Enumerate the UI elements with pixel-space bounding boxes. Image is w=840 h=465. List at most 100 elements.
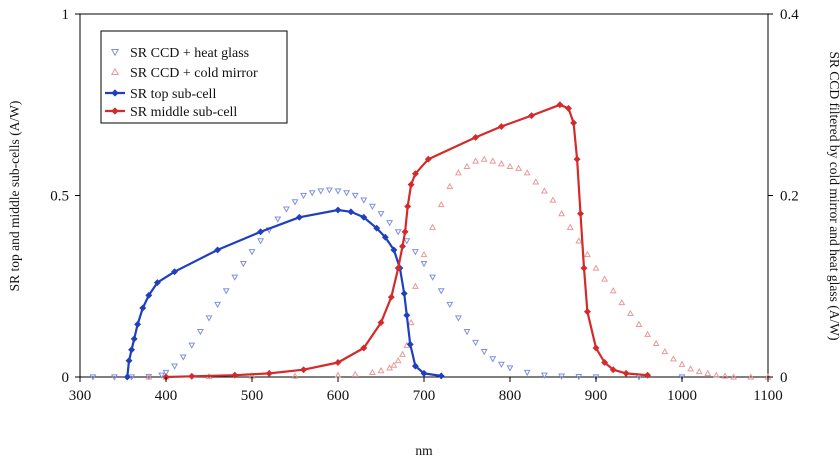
data-point	[652, 339, 660, 347]
data-point	[368, 203, 376, 211]
data-point	[360, 197, 368, 204]
legend: SR CCD + heat glass SR CCD + cold mirror S…	[100, 30, 288, 124]
data-point	[687, 365, 695, 372]
data-point	[730, 373, 738, 380]
data-point	[205, 315, 213, 322]
data-point	[110, 374, 118, 381]
data-point	[390, 361, 398, 368]
data-point	[407, 318, 415, 326]
y-right-tick-label: 0	[780, 370, 788, 386]
data-point	[343, 190, 351, 197]
legend-label: SR middle sub-cell	[130, 105, 237, 120]
data-point	[196, 329, 204, 336]
legend-label: SR CCD + heat glass	[130, 46, 249, 61]
legend-marker	[110, 67, 120, 76]
data-point	[334, 206, 342, 214]
data-point	[368, 368, 376, 376]
data-point	[134, 320, 142, 328]
data-point	[282, 206, 290, 213]
y-right-tick-label: 0.2	[780, 189, 799, 205]
data-point	[472, 339, 480, 347]
data-point	[222, 288, 230, 295]
legend-marker	[110, 48, 120, 57]
data-point	[580, 264, 588, 272]
data-point	[618, 298, 626, 306]
data-point	[179, 354, 187, 361]
data-point	[669, 355, 677, 362]
data-point	[351, 192, 359, 200]
legend-marker	[111, 89, 119, 97]
data-point	[549, 196, 557, 203]
data-point	[398, 242, 407, 250]
data-point	[626, 309, 634, 317]
data-point	[394, 357, 402, 364]
data-point	[248, 249, 256, 256]
data-point	[575, 237, 583, 244]
data-point	[158, 372, 166, 379]
data-point	[540, 372, 548, 379]
legend-label: SR top sub-cell	[130, 87, 216, 102]
x-tick-label: 700	[413, 388, 436, 404]
data-point	[463, 329, 471, 336]
legend-marker	[111, 107, 119, 115]
y-left-tick-label: 0	[62, 370, 70, 386]
data-point	[497, 361, 505, 368]
legend-box	[100, 30, 288, 124]
data-point	[678, 360, 686, 367]
data-point	[257, 228, 265, 236]
data-point	[609, 366, 617, 374]
data-point	[387, 293, 395, 301]
data-point	[472, 133, 480, 141]
data-point	[188, 342, 196, 349]
data-point	[325, 187, 333, 194]
x-tick-label: 500	[241, 388, 264, 404]
data-point	[123, 373, 131, 381]
data-point	[139, 304, 147, 312]
data-point	[446, 182, 454, 190]
data-point	[274, 216, 282, 223]
data-point	[437, 372, 445, 380]
data-point	[566, 223, 574, 230]
data-point	[454, 169, 462, 176]
data-point	[377, 367, 385, 374]
x-tick-label: 300	[69, 388, 92, 404]
data-point	[411, 362, 419, 370]
data-point	[489, 356, 497, 363]
data-point	[437, 200, 445, 208]
x-tick-label: 900	[585, 388, 608, 404]
data-point	[145, 291, 153, 299]
data-point	[403, 238, 411, 245]
data-point	[308, 190, 316, 197]
data-point	[480, 155, 488, 162]
data-point	[145, 373, 153, 380]
data-point	[128, 346, 136, 354]
legend-label: SR CCD + cold mirror	[130, 66, 258, 81]
series-3	[123, 206, 445, 381]
data-point	[153, 279, 161, 287]
x-tick-label: 600	[327, 388, 350, 404]
data-point	[300, 366, 308, 374]
data-point	[351, 370, 359, 377]
data-point	[556, 101, 564, 109]
data-point	[463, 162, 471, 170]
data-point	[721, 372, 729, 379]
data-point	[472, 157, 480, 164]
data-point	[420, 369, 428, 377]
data-point	[317, 188, 325, 195]
data-point	[404, 202, 412, 210]
data-point	[583, 308, 591, 316]
y-right-axis-title: SR CCD filtered by cold mirror and heat …	[827, 51, 840, 340]
data-point	[386, 220, 394, 227]
x-tick-label: 1000	[667, 388, 697, 404]
y-left-axis-title: SR top and middle sub-cells (A/W)	[7, 101, 22, 292]
data-point	[334, 358, 342, 367]
data-point	[564, 104, 573, 112]
data-point	[573, 155, 581, 163]
y-left-tick-label: 0.5	[50, 189, 69, 205]
data-point	[291, 199, 299, 206]
data-point	[411, 282, 419, 289]
y-left-tick-label: 1	[62, 7, 70, 23]
data-point	[394, 264, 402, 272]
data-point	[704, 369, 712, 376]
data-point	[523, 369, 531, 377]
